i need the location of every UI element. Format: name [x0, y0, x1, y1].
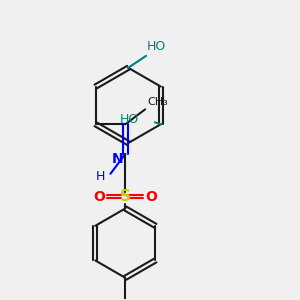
- Text: O: O: [145, 190, 157, 204]
- Text: O: O: [94, 190, 106, 204]
- Text: CH₃: CH₃: [147, 98, 168, 107]
- Text: N: N: [112, 152, 123, 166]
- Text: H: H: [96, 170, 106, 183]
- Text: S: S: [120, 189, 131, 204]
- Text: HO: HO: [147, 40, 166, 53]
- Text: HO: HO: [120, 113, 139, 126]
